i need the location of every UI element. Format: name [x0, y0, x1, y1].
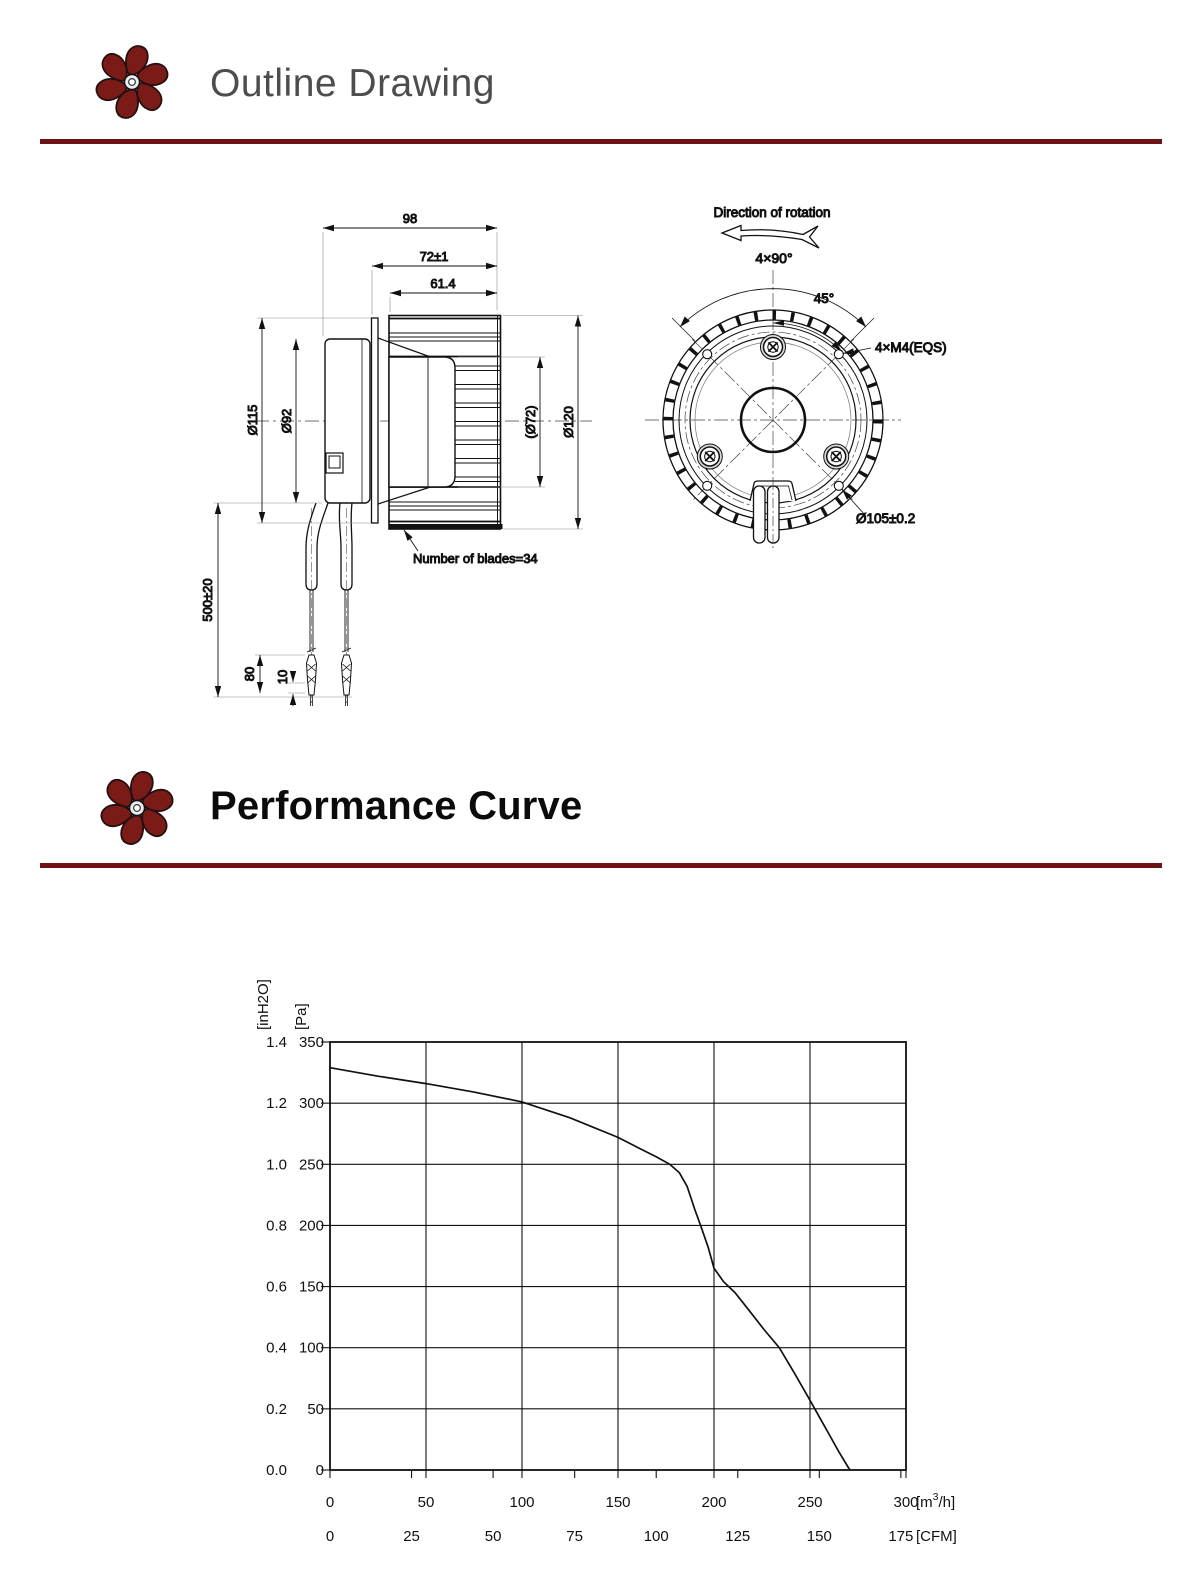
outline-drawing: 98 72±1 61.4 Ø115 Ø92 (Ø72) Ø120 500±20 …	[200, 205, 947, 706]
y-axis-unit-pa: [Pa]	[293, 1003, 310, 1030]
rotation-label: Direction of rotation	[713, 205, 830, 220]
mounting-hole	[702, 349, 713, 360]
cable-exit	[749, 480, 797, 548]
x-tick-label-cfm: 150	[807, 1528, 832, 1545]
dim-motor-dia: Ø92	[279, 409, 294, 434]
dim-total-depth: 98	[403, 211, 417, 226]
plot-border	[329, 1041, 907, 1471]
x-unit-suffix: /h]	[939, 1494, 956, 1511]
y-tick-label-pa: 300	[299, 1095, 324, 1112]
x-unit-superscript: 3	[933, 1491, 939, 1503]
mounting-hole	[833, 349, 844, 360]
y-tick-label-inh2o: 0.6	[266, 1279, 287, 1296]
screw	[696, 443, 724, 470]
dim-strip-10: 10	[275, 670, 290, 684]
lead-wires	[305, 502, 353, 706]
side-view: 98 72±1 61.4 Ø115 Ø92 (Ø72) Ø120 500±20 …	[200, 211, 592, 706]
y-tick-label-pa: 0	[316, 1462, 324, 1479]
dim-lead-length: 500±20	[200, 578, 215, 621]
mounting-flange	[370, 317, 379, 524]
x-tick-label-cfm: 50	[485, 1528, 502, 1545]
fan-logo-icon	[97, 771, 177, 845]
y-axis-unit-inh2o: [inH2O]	[255, 979, 272, 1030]
y-tick-label-pa: 150	[299, 1279, 324, 1296]
x-axis-unit-m3h: [m3/h]	[916, 1491, 955, 1511]
x-tick-label-m3h: 100	[509, 1494, 534, 1511]
y-tick-label-pa: 100	[299, 1340, 324, 1357]
x-tick-label-cfm: 175	[888, 1528, 913, 1545]
dim-strip-80: 80	[242, 667, 257, 681]
motor-housing	[324, 338, 371, 504]
hole-angle-label: 45°	[814, 291, 834, 306]
y-tick-label-inh2o: 1.0	[266, 1156, 287, 1173]
mounting-hole	[702, 480, 713, 491]
x-tick-label-cfm: 100	[644, 1528, 669, 1545]
y-tick-label-inh2o: 0.8	[266, 1217, 287, 1234]
x-tick-label-m3h: 200	[701, 1494, 726, 1511]
section-divider	[40, 863, 1162, 868]
x-tick-label-m3h: 300	[893, 1494, 918, 1511]
dim-impeller-dia: Ø120	[561, 406, 576, 438]
y-tick-label-pa: 50	[307, 1401, 324, 1418]
blades-note: Number of blades=34	[413, 551, 538, 566]
y-tick-label-inh2o: 0.0	[266, 1462, 287, 1479]
screw	[759, 333, 787, 361]
section-title-performance-curve: Performance Curve	[210, 784, 583, 828]
dim-flange-depth: 72±1	[420, 249, 449, 264]
rotation-direction-arrow	[720, 224, 820, 249]
dim-flange-dia: Ø115	[245, 405, 260, 436]
y-tick-label-inh2o: 1.4	[266, 1034, 287, 1051]
y-tick-label-pa: 350	[299, 1034, 324, 1051]
y-tick-label-inh2o: 0.2	[266, 1401, 287, 1418]
section-divider	[40, 139, 1162, 144]
x-tick-label-cfm: 0	[326, 1528, 334, 1545]
x-tick-label-m3h: 150	[605, 1494, 630, 1511]
performance-curve	[329, 1066, 851, 1471]
y-tick-label-inh2o: 0.4	[266, 1340, 287, 1357]
front-view: Direction of rotation 4×90° 45° 4×M4(EQS…	[645, 205, 947, 548]
x-tick-label-cfm: 125	[725, 1528, 750, 1545]
angle-dimensions	[671, 288, 875, 352]
dim-impeller-width: 61.4	[430, 276, 455, 291]
fan-logo-icon	[95, 45, 169, 119]
dim-hub-dia: (Ø72)	[523, 405, 538, 438]
x-tick-label-m3h: 0	[326, 1494, 334, 1511]
rotor-hub	[388, 356, 456, 488]
screw	[822, 443, 850, 470]
x-tick-label-cfm: 25	[403, 1528, 420, 1545]
x-tick-label-cfm: 75	[566, 1528, 583, 1545]
x-tick-label-m3h: 250	[797, 1494, 822, 1511]
shaft-hole	[739, 386, 807, 454]
x-axis-unit-cfm: [CFM]	[916, 1528, 957, 1545]
x-unit-prefix: [m	[916, 1494, 933, 1511]
screw-spec-label: 4×M4(EQS)	[875, 340, 947, 355]
hole-pattern-label: 4×90°	[755, 250, 792, 266]
impeller	[377, 314, 503, 530]
x-tick-label-m3h: 50	[418, 1494, 435, 1511]
bolt-circle-label: Ø105±0.2	[856, 511, 915, 526]
mounting-hole	[833, 480, 844, 491]
y-tick-label-pa: 200	[299, 1217, 324, 1234]
section-title-outline-drawing: Outline Drawing	[210, 62, 495, 105]
y-tick-label-pa: 250	[299, 1156, 324, 1173]
y-tick-label-inh2o: 1.2	[266, 1095, 287, 1112]
